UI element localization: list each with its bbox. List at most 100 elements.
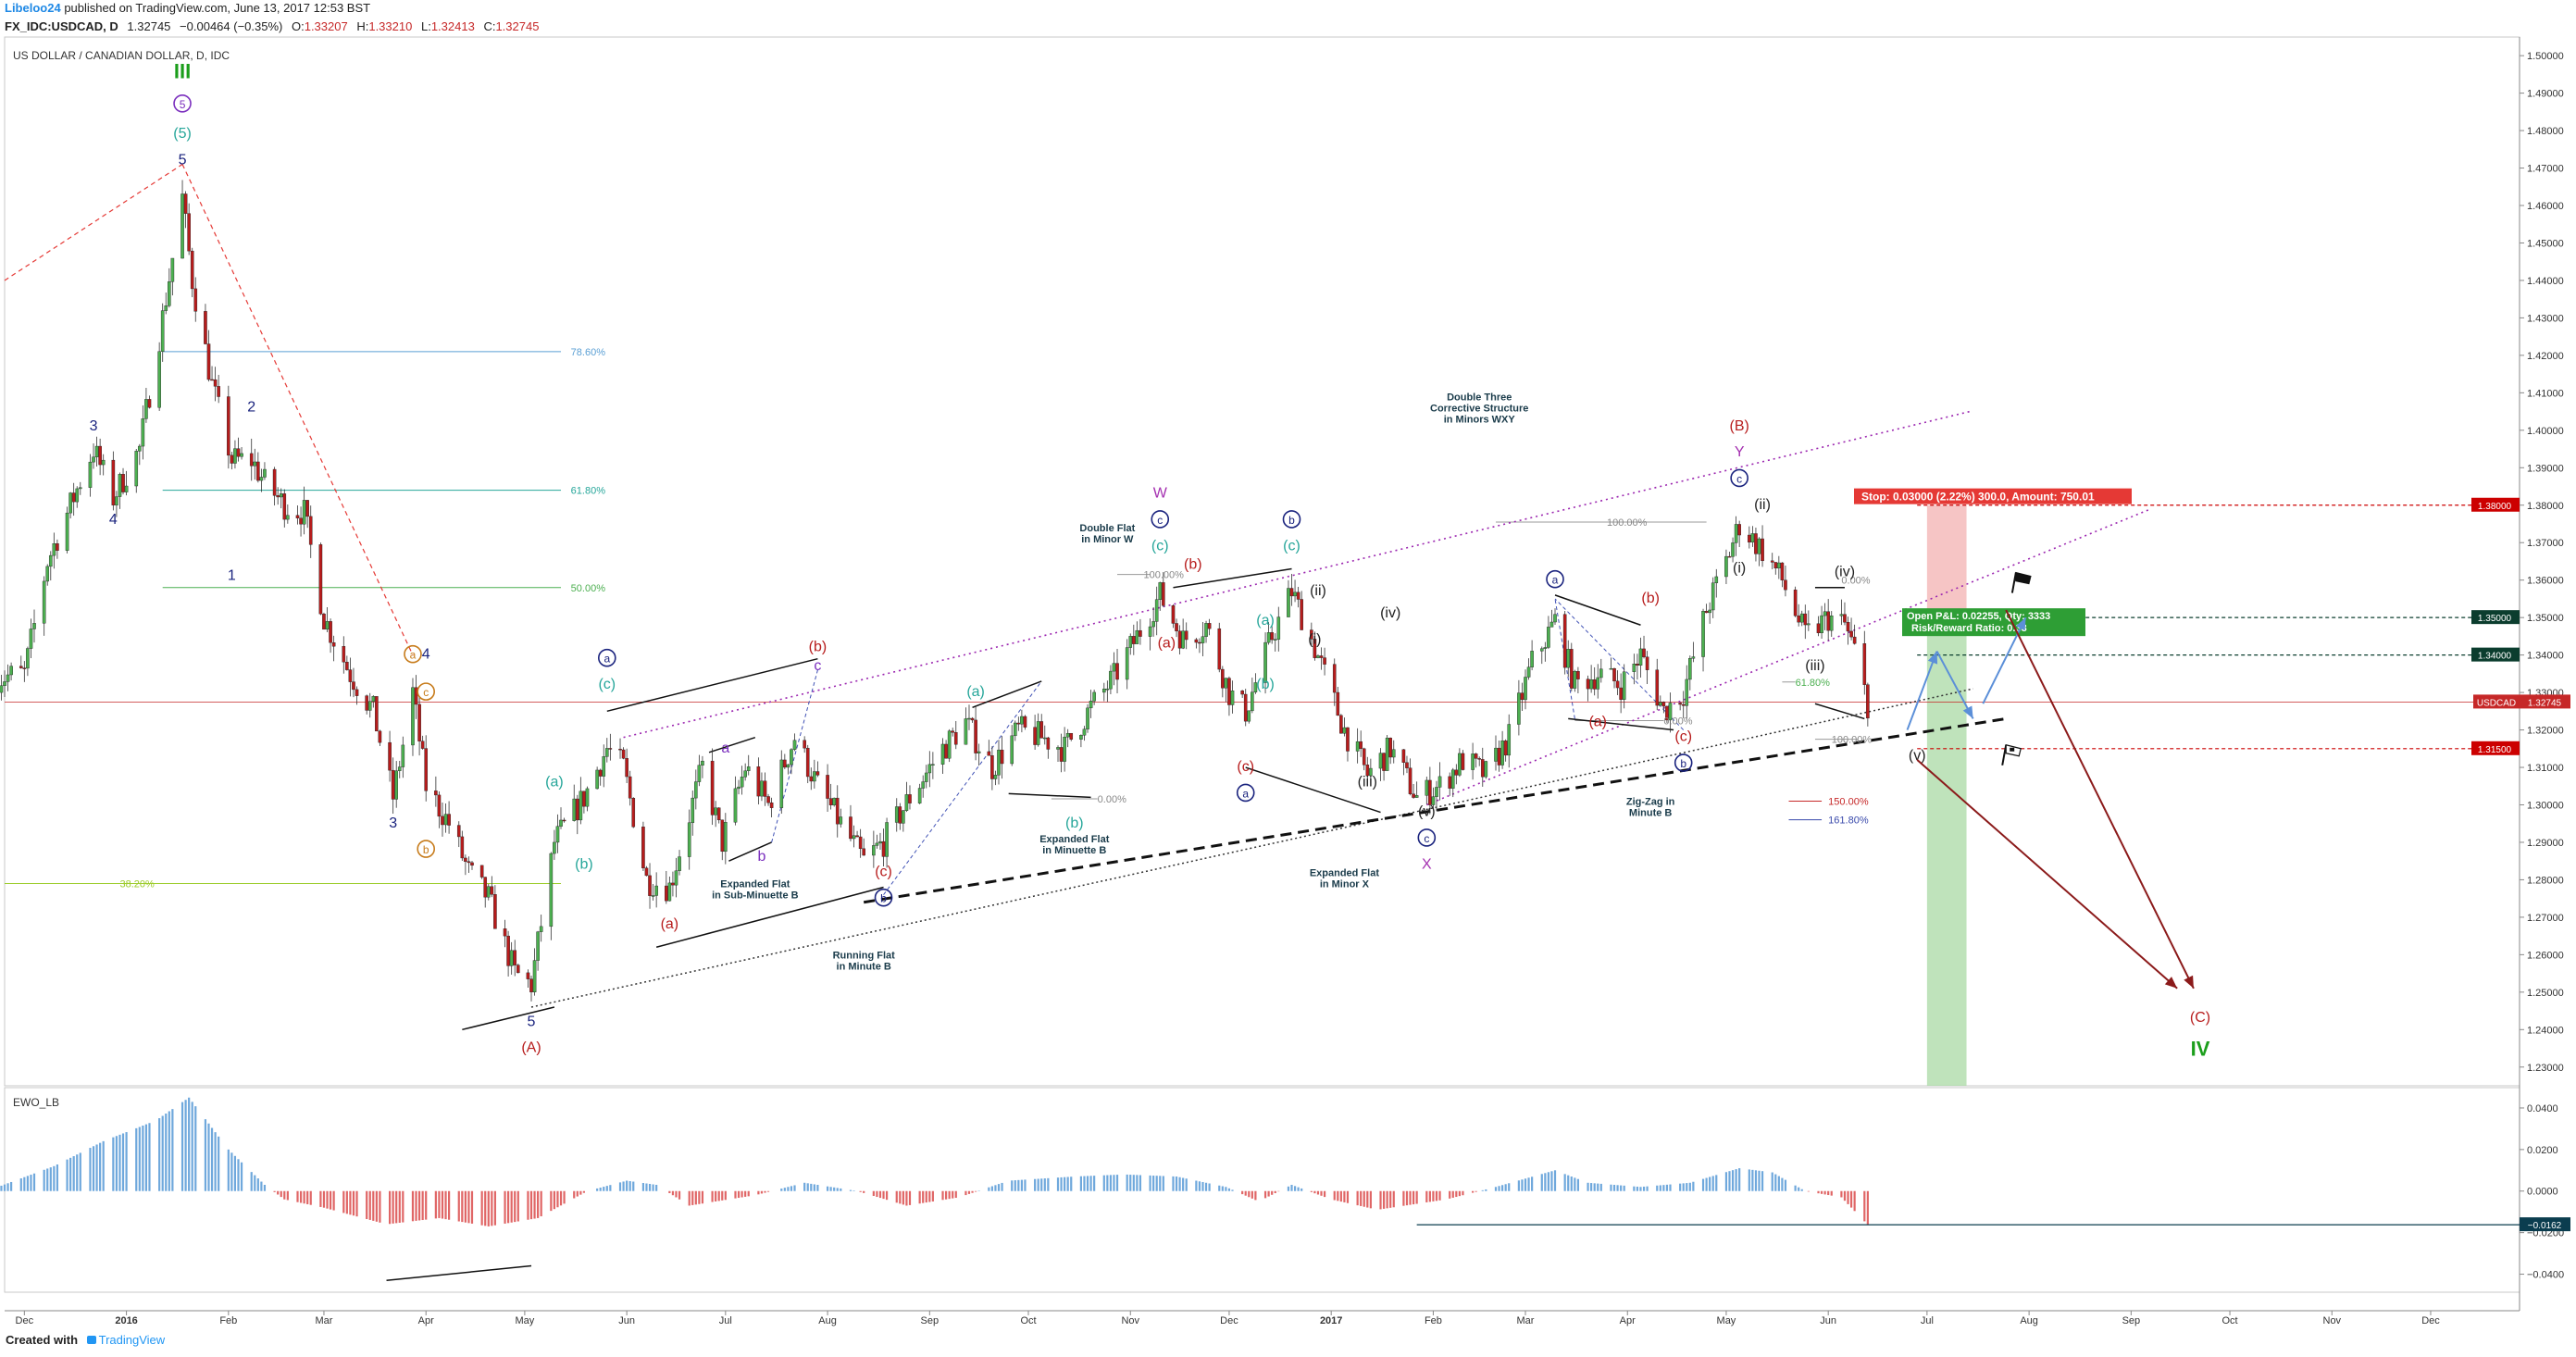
black-segment-0[interactable]	[606, 657, 818, 713]
red-dash-line-2[interactable]	[181, 164, 414, 655]
candle	[1484, 760, 1488, 779]
candle	[1757, 537, 1761, 566]
black-segment-6[interactable]	[1173, 567, 1292, 589]
black-segment-8[interactable]	[1554, 594, 1641, 626]
candle	[1382, 752, 1386, 781]
position-overlay: Stop: 0.03000 (2.22%) 300.0, Amount: 750…	[1854, 488, 2195, 990]
candle	[1287, 579, 1290, 617]
author-link[interactable]: Libeloo24	[5, 1, 61, 15]
tradingview-logo-icon	[86, 1336, 96, 1344]
stop-zone	[1926, 504, 1967, 618]
black-segment-7[interactable]	[1245, 766, 1381, 814]
low-label: L:	[420, 19, 431, 33]
candle	[555, 814, 560, 853]
annotation-text: in Minor W	[1081, 534, 1134, 545]
candle	[944, 740, 948, 759]
wave-label: W	[1153, 486, 1168, 502]
candle	[832, 797, 836, 807]
candle	[885, 817, 889, 868]
candle	[272, 467, 277, 506]
black-segment-9[interactable]	[1568, 717, 1674, 731]
blue-dash-3[interactable]	[1554, 598, 1685, 730]
x-tick-label: 2016	[115, 1315, 137, 1326]
black-segment-3[interactable]	[728, 841, 772, 862]
candle	[1826, 599, 1830, 641]
candle	[1151, 606, 1155, 637]
level-tag-text-1: 1.35000	[2478, 614, 2512, 624]
candle	[1036, 713, 1040, 747]
candle	[839, 808, 843, 828]
candle	[1497, 741, 1501, 772]
candle	[1342, 717, 1347, 737]
black-segment-1[interactable]	[655, 886, 884, 948]
blue-dash-1[interactable]	[883, 680, 1042, 895]
red-arrow-2[interactable]	[2005, 609, 2195, 990]
candle	[352, 667, 355, 698]
candle	[1820, 605, 1823, 639]
candle	[579, 777, 583, 825]
candle	[345, 655, 349, 671]
candle	[1016, 716, 1021, 731]
candle	[667, 876, 672, 902]
candle	[967, 704, 971, 730]
drawing-lines[interactable]	[4, 163, 2520, 1031]
candle	[1369, 758, 1373, 784]
candle	[193, 277, 198, 322]
candle	[852, 825, 856, 848]
blue-arrow-1[interactable]	[1906, 651, 1938, 730]
candle	[697, 754, 702, 787]
dotted-support-line[interactable]	[530, 688, 1973, 1008]
candle	[1065, 728, 1070, 748]
wave-label: a	[604, 653, 610, 666]
y-tick-label: 1.38000	[2527, 501, 2564, 512]
ewo-trend-segment[interactable]	[386, 1264, 532, 1282]
blue-arrow-3[interactable]	[1982, 616, 2027, 704]
red-dash-line-1[interactable]	[4, 163, 183, 281]
black-segment-5[interactable]	[1008, 792, 1091, 799]
candle	[144, 388, 148, 423]
wave-label: (i)	[1733, 561, 1746, 577]
candle	[924, 765, 928, 789]
purple-channel-bottom[interactable]	[1426, 508, 2151, 806]
black-segment-12[interactable]	[462, 1006, 555, 1031]
candle	[434, 776, 438, 807]
candle	[1230, 680, 1235, 714]
black-segment-4[interactable]	[972, 680, 1042, 708]
brand-link[interactable]: TradingView	[98, 1333, 166, 1347]
wave-label: 5	[180, 98, 186, 111]
blue-arrow-2[interactable]	[1935, 651, 1974, 719]
candle	[1668, 692, 1673, 733]
candle	[756, 757, 761, 805]
y-tick-label: 1.27000	[2527, 913, 2564, 924]
candle	[562, 817, 566, 823]
candle	[894, 798, 899, 832]
candle	[417, 697, 421, 756]
level-tag-2	[2471, 647, 2520, 662]
purple-channel-top[interactable]	[623, 410, 1971, 739]
red-arrow-1[interactable]	[1916, 759, 2178, 990]
wave-label: (a)	[1256, 613, 1275, 629]
candle	[951, 728, 955, 737]
blue-dash-0[interactable]	[771, 669, 818, 843]
candle	[1086, 703, 1089, 733]
ewo-y-tick-label: 0.0000	[2527, 1187, 2558, 1198]
candle	[1139, 618, 1142, 645]
black-segment-2[interactable]	[708, 736, 756, 753]
candle	[1063, 727, 1066, 772]
x-tick-label: Nov	[2323, 1315, 2342, 1326]
candle	[1112, 652, 1116, 686]
candle	[1450, 767, 1455, 798]
candle	[1042, 725, 1047, 745]
candle	[641, 821, 645, 872]
candle	[1313, 631, 1317, 661]
y-tick-label: 1.37000	[2527, 538, 2564, 549]
candle	[1471, 742, 1475, 780]
level-tag-0	[2471, 497, 2520, 512]
black-segment-11[interactable]	[1814, 703, 1865, 720]
candle	[1013, 720, 1017, 741]
candle	[1803, 604, 1808, 640]
candle	[1437, 762, 1442, 801]
wave-label: (c)	[598, 677, 616, 692]
candle	[1592, 666, 1597, 696]
